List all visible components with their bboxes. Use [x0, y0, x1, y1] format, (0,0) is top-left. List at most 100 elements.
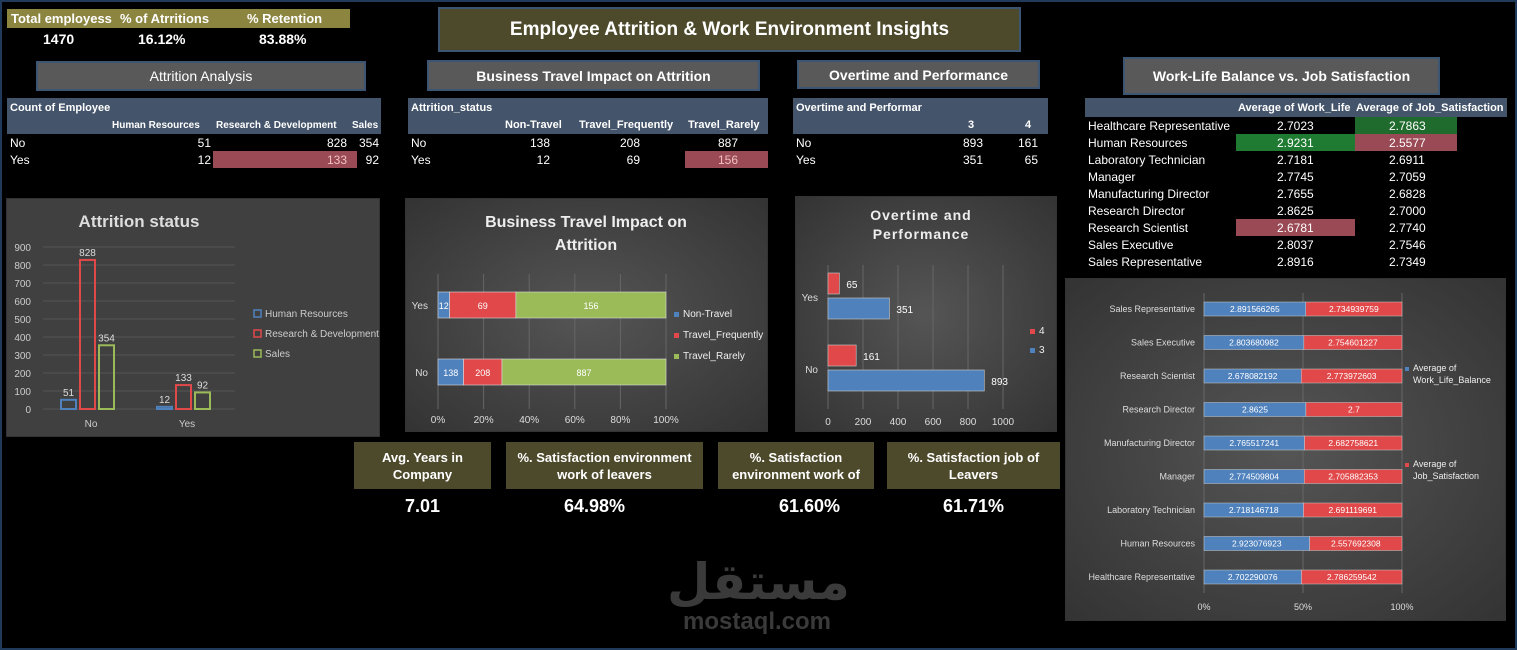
table-row-label: Research Scientist — [1088, 221, 1189, 235]
legend-label: 4 — [1039, 326, 1045, 337]
table-cell: 65 — [1024, 153, 1038, 167]
legend-swatch — [1405, 463, 1409, 467]
bar — [827, 272, 840, 295]
kpi-label-retention: % Retention — [247, 11, 323, 26]
overtime-table-body: No 893 161 Yes 351 65 — [793, 134, 1048, 170]
table-cell: 2.8916 — [1277, 255, 1314, 269]
table-cell: 2.5577 — [1389, 136, 1426, 150]
legend-swatch — [674, 354, 679, 359]
y-tick-label: Sales Executive — [1131, 338, 1195, 348]
bar-segment — [501, 358, 667, 386]
data-label: 887 — [576, 368, 591, 378]
overtime-col: 4 — [1025, 119, 1032, 131]
card-value-env-leavers: 64.98% — [563, 496, 626, 516]
legend-label: Job_Satisfaction — [1413, 471, 1479, 481]
y-tick-label: 900 — [14, 243, 31, 254]
section-header-overtime: Overtime and Performance — [797, 60, 1040, 89]
legend-swatch — [674, 333, 679, 338]
travel-table-body: No 138 208 887 Yes 12 69 156 — [408, 134, 768, 170]
table-row-label: No — [10, 136, 26, 150]
table-row-label: Yes — [796, 153, 816, 167]
legend-label: Average of — [1413, 459, 1457, 469]
table-row-label: Manager — [1088, 170, 1136, 184]
legend-label: Average of — [1413, 363, 1457, 373]
x-tick-label: 40% — [519, 415, 539, 426]
table-cell: 2.7740 — [1389, 221, 1426, 235]
bar — [156, 405, 173, 410]
bar — [79, 258, 96, 410]
legend-label: Travel_Frequently — [683, 330, 763, 341]
x-tick-label: 0 — [825, 417, 831, 428]
table-row-label: Manufacturing Director — [1088, 187, 1210, 201]
table-row-label: Yes — [10, 153, 30, 167]
legend-label: Travel_Rarely — [683, 351, 745, 362]
table-cell: 2.6781 — [1277, 221, 1314, 235]
attrition-table-header: Count of Employee Human Resources Resear… — [7, 98, 381, 134]
x-tick-label: 60% — [565, 415, 585, 426]
travel-chart-panel: Business Travel Impact on Attrition 0% 20% 4… — [405, 198, 768, 432]
data-label: 2.891566265 — [1230, 304, 1280, 314]
table-row-label: Sales Representative — [1088, 255, 1203, 269]
y-tick-label: 400 — [14, 333, 31, 344]
data-label: 2.691119691 — [1329, 505, 1378, 515]
table-cell: 2.7181 — [1277, 153, 1314, 167]
data-label: 2.705882353 — [1328, 472, 1378, 482]
x-tick-label: 400 — [890, 417, 907, 428]
x-tick-label: 600 — [925, 417, 942, 428]
bar — [194, 391, 211, 411]
table-cell: 2.6828 — [1389, 187, 1426, 201]
chart-title: Attrition — [555, 237, 617, 254]
data-label: 2.718146718 — [1229, 505, 1279, 515]
data-label: 2.774509804 — [1229, 472, 1279, 482]
legend-swatch — [253, 349, 262, 358]
data-label: 2.765517241 — [1229, 438, 1279, 448]
attrition-chart: Attrition status 0 100 200 300 400 500 600 700 80… — [14, 212, 379, 430]
overtime-chart-panel: Overtime and Performance 0 200 400 600 800 1000… — [795, 196, 1057, 432]
travel-table-header: Attrition_status Non-Travel Travel_Frequ… — [408, 98, 768, 134]
section-header-attrition: Attrition Analysis — [36, 61, 366, 91]
highlight-cell — [1355, 117, 1457, 134]
card-value-env: 61.60% — [778, 496, 841, 516]
chart-title: Business Travel Impact on — [485, 214, 687, 231]
table-cell: 2.7546 — [1389, 238, 1426, 252]
x-tick-label: No — [85, 419, 98, 430]
attrition-table-corner: Count of Employee — [10, 102, 110, 114]
table-row-label: Laboratory Technician — [1088, 153, 1206, 167]
x-tick-label: Yes — [179, 419, 195, 430]
highlight-cell — [685, 151, 768, 168]
worklife-table-body: Healthcare Representative 2.7023 2.7863 Hum… — [1085, 117, 1507, 270]
legend-swatch — [1405, 367, 1409, 371]
table-cell: 2.7863 — [1389, 119, 1426, 133]
data-label: 2.754601227 — [1328, 338, 1378, 348]
y-tick-label: Healthcare Representative — [1088, 572, 1195, 582]
worklife-chart: 0% 50% 100% Healthcare Representative 2.7022… — [1088, 293, 1491, 612]
bar — [98, 344, 115, 410]
data-label: 2.734939759 — [1329, 304, 1379, 314]
legend-label: Sales — [265, 349, 290, 360]
table-cell: 12 — [536, 153, 550, 167]
data-label: 92 — [197, 380, 209, 391]
section-header-worklife: Work-Life Balance vs. Job Satisfaction — [1123, 57, 1440, 95]
bar-segment — [1309, 536, 1403, 551]
attrition-col-sales: Sales — [352, 120, 379, 131]
x-tick-label: 80% — [610, 415, 630, 426]
watermark-logo-arabic: مستقل — [667, 553, 850, 611]
data-label: 156 — [583, 301, 598, 311]
data-label: 2.803680982 — [1229, 338, 1279, 348]
legend-label: Work_Life_Balance — [1413, 375, 1491, 385]
x-tick-label: 0% — [1197, 602, 1210, 612]
legend-label: Human Resources — [265, 309, 348, 320]
table-cell: 208 — [619, 136, 640, 150]
travel-col: Travel_Rarely — [688, 119, 760, 131]
attrition-col-hr: Human Resources — [112, 120, 200, 131]
table-cell: 138 — [529, 136, 550, 150]
overtime-col: 3 — [968, 119, 975, 131]
y-tick-label: 800 — [14, 261, 31, 272]
bar-segment — [1303, 502, 1403, 518]
attrition-chart-panel: Attrition status 0 100 200 300 400 500 600 700 80… — [6, 198, 380, 437]
table-cell: 2.8037 — [1277, 238, 1314, 252]
y-tick-label: 0 — [25, 405, 31, 416]
highlight-cell — [1236, 134, 1355, 151]
data-label: 12 — [159, 395, 171, 406]
table-row-label: Research Director — [1088, 204, 1185, 218]
